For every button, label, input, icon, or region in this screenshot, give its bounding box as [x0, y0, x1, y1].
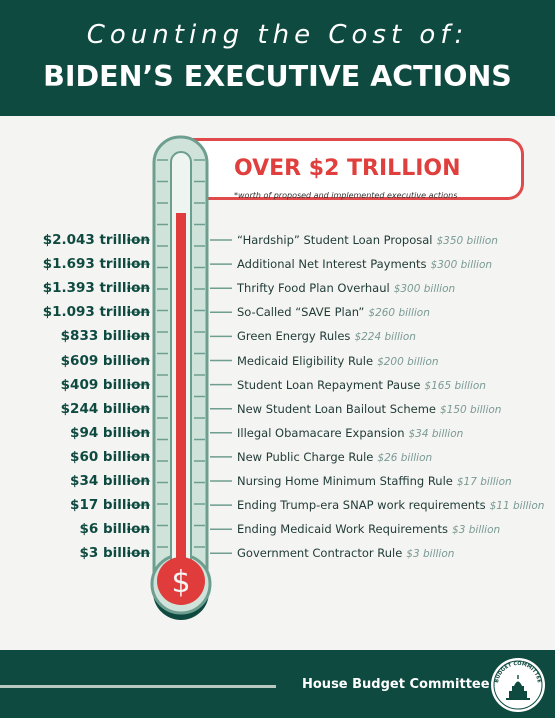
action-item: Additional Net Interest Payments $300 bil…	[237, 255, 492, 273]
dollar-icon: $	[171, 565, 190, 600]
cumulative-total: $1.393 trillion	[42, 280, 150, 297]
action-item: New Public Charge Rule $26 billion	[237, 448, 432, 466]
cumulative-total: $244 billion	[60, 400, 150, 417]
cumulative-total: $94 billion	[70, 424, 150, 441]
cumulative-total: $409 billion	[60, 376, 150, 393]
cumulative-total: $17 billion	[70, 497, 150, 514]
action-label: Thrifty Food Plan Overhaul	[237, 281, 390, 296]
action-label: Government Contractor Rule	[237, 546, 403, 561]
footer-org: House Budget Committee	[302, 677, 490, 692]
action-item: Illegal Obamacare Expansion $34 billion	[237, 424, 463, 442]
action-item: So-Called “SAVE Plan” $260 billion	[237, 303, 430, 321]
cumulative-total: $6 billion	[79, 521, 150, 538]
action-label: “Hardship” Student Loan Proposal	[237, 233, 433, 247]
action-amount: $26 billion	[377, 451, 433, 464]
cumulative-total: $609 billion	[60, 352, 150, 369]
cumulative-total: $60 billion	[70, 448, 150, 465]
action-item: New Student Loan Bailout Scheme $150 bill…	[237, 400, 501, 418]
action-label: Nursing Home Minimum Staffing Rule	[237, 474, 453, 488]
action-amount: $11 billion	[489, 500, 545, 513]
action-amount: $300 billion	[393, 283, 456, 296]
header-subtitle: Counting the Cost of:	[86, 20, 469, 50]
action-item: Student Loan Repayment Pause $165 billion	[237, 376, 486, 394]
footer-banner	[0, 650, 555, 718]
action-label: Ending Medicaid Work Requirements	[237, 522, 449, 537]
action-label: Additional Net Interest Payments	[237, 257, 427, 272]
action-item: Government Contractor Rule $3 billion	[237, 544, 454, 562]
action-amount: $300 billion	[430, 259, 493, 272]
action-amount: $3 billion	[406, 548, 455, 561]
cumulative-total: $2.043 trillion	[42, 232, 150, 248]
action-label: New Public Charge Rule	[237, 449, 374, 464]
callout-title: OVER $2 TRILLION	[234, 156, 461, 181]
action-label: New Student Loan Bailout Scheme	[237, 401, 436, 416]
action-amount: $165 billion	[424, 379, 486, 392]
action-amount: $150 billion	[439, 403, 502, 416]
content-area	[0, 116, 555, 650]
action-label: Green Energy Rules	[237, 329, 351, 344]
cumulative-total: $34 billion	[70, 473, 150, 489]
header-banner	[0, 0, 555, 116]
callout-note: *worth of proposed and implemented execu…	[234, 191, 458, 200]
action-amount: $34 billion	[408, 427, 464, 440]
action-label: Medicaid Eligibility Rule	[237, 353, 374, 368]
action-item: Ending Medicaid Work Requirements $3 bill…	[237, 520, 500, 538]
committee-seal-icon: BUDGET COMMITTEE	[491, 658, 545, 712]
callout-box	[186, 138, 524, 200]
action-item: Medicaid Eligibility Rule $200 billion	[237, 352, 439, 370]
action-amount: $17 billion	[456, 476, 512, 488]
thermometer-ticks	[127, 239, 232, 555]
action-amount: $3 billion	[452, 524, 501, 537]
footer-divider	[0, 685, 276, 688]
cumulative-total: $833 billion	[60, 328, 150, 345]
action-label: Student Loan Repayment Pause	[237, 377, 421, 392]
action-amount: $200 billion	[377, 355, 439, 368]
action-label: Ending Trump-era SNAP work requirements	[237, 498, 486, 513]
action-item: “Hardship” Student Loan Proposal $350 bil…	[237, 231, 498, 249]
action-amount: $224 billion	[354, 331, 416, 344]
header-title: BIDEN’S EXECUTIVE ACTIONS	[43, 60, 512, 93]
action-item: Nursing Home Minimum Staffing Rule $17 bi…	[237, 472, 512, 490]
action-item: Green Energy Rules $224 billion	[237, 327, 416, 345]
action-label: So-Called “SAVE Plan”	[237, 305, 365, 320]
cumulative-total: $3 billion	[79, 545, 150, 562]
thermometer-bulb-mercury	[157, 557, 205, 605]
action-label: Illegal Obamacare Expansion	[237, 425, 405, 440]
cumulative-total: $1.093 trillion	[42, 304, 150, 321]
action-item: Ending Trump-era SNAP work requirements $…	[237, 496, 544, 514]
cumulative-total: $1.693 trillion	[42, 256, 150, 273]
action-amount: $260 billion	[368, 307, 430, 320]
action-amount: $350 billion	[436, 235, 498, 247]
thermometer-mercury	[176, 213, 186, 573]
action-item: Thrifty Food Plan Overhaul $300 billion	[237, 279, 455, 297]
